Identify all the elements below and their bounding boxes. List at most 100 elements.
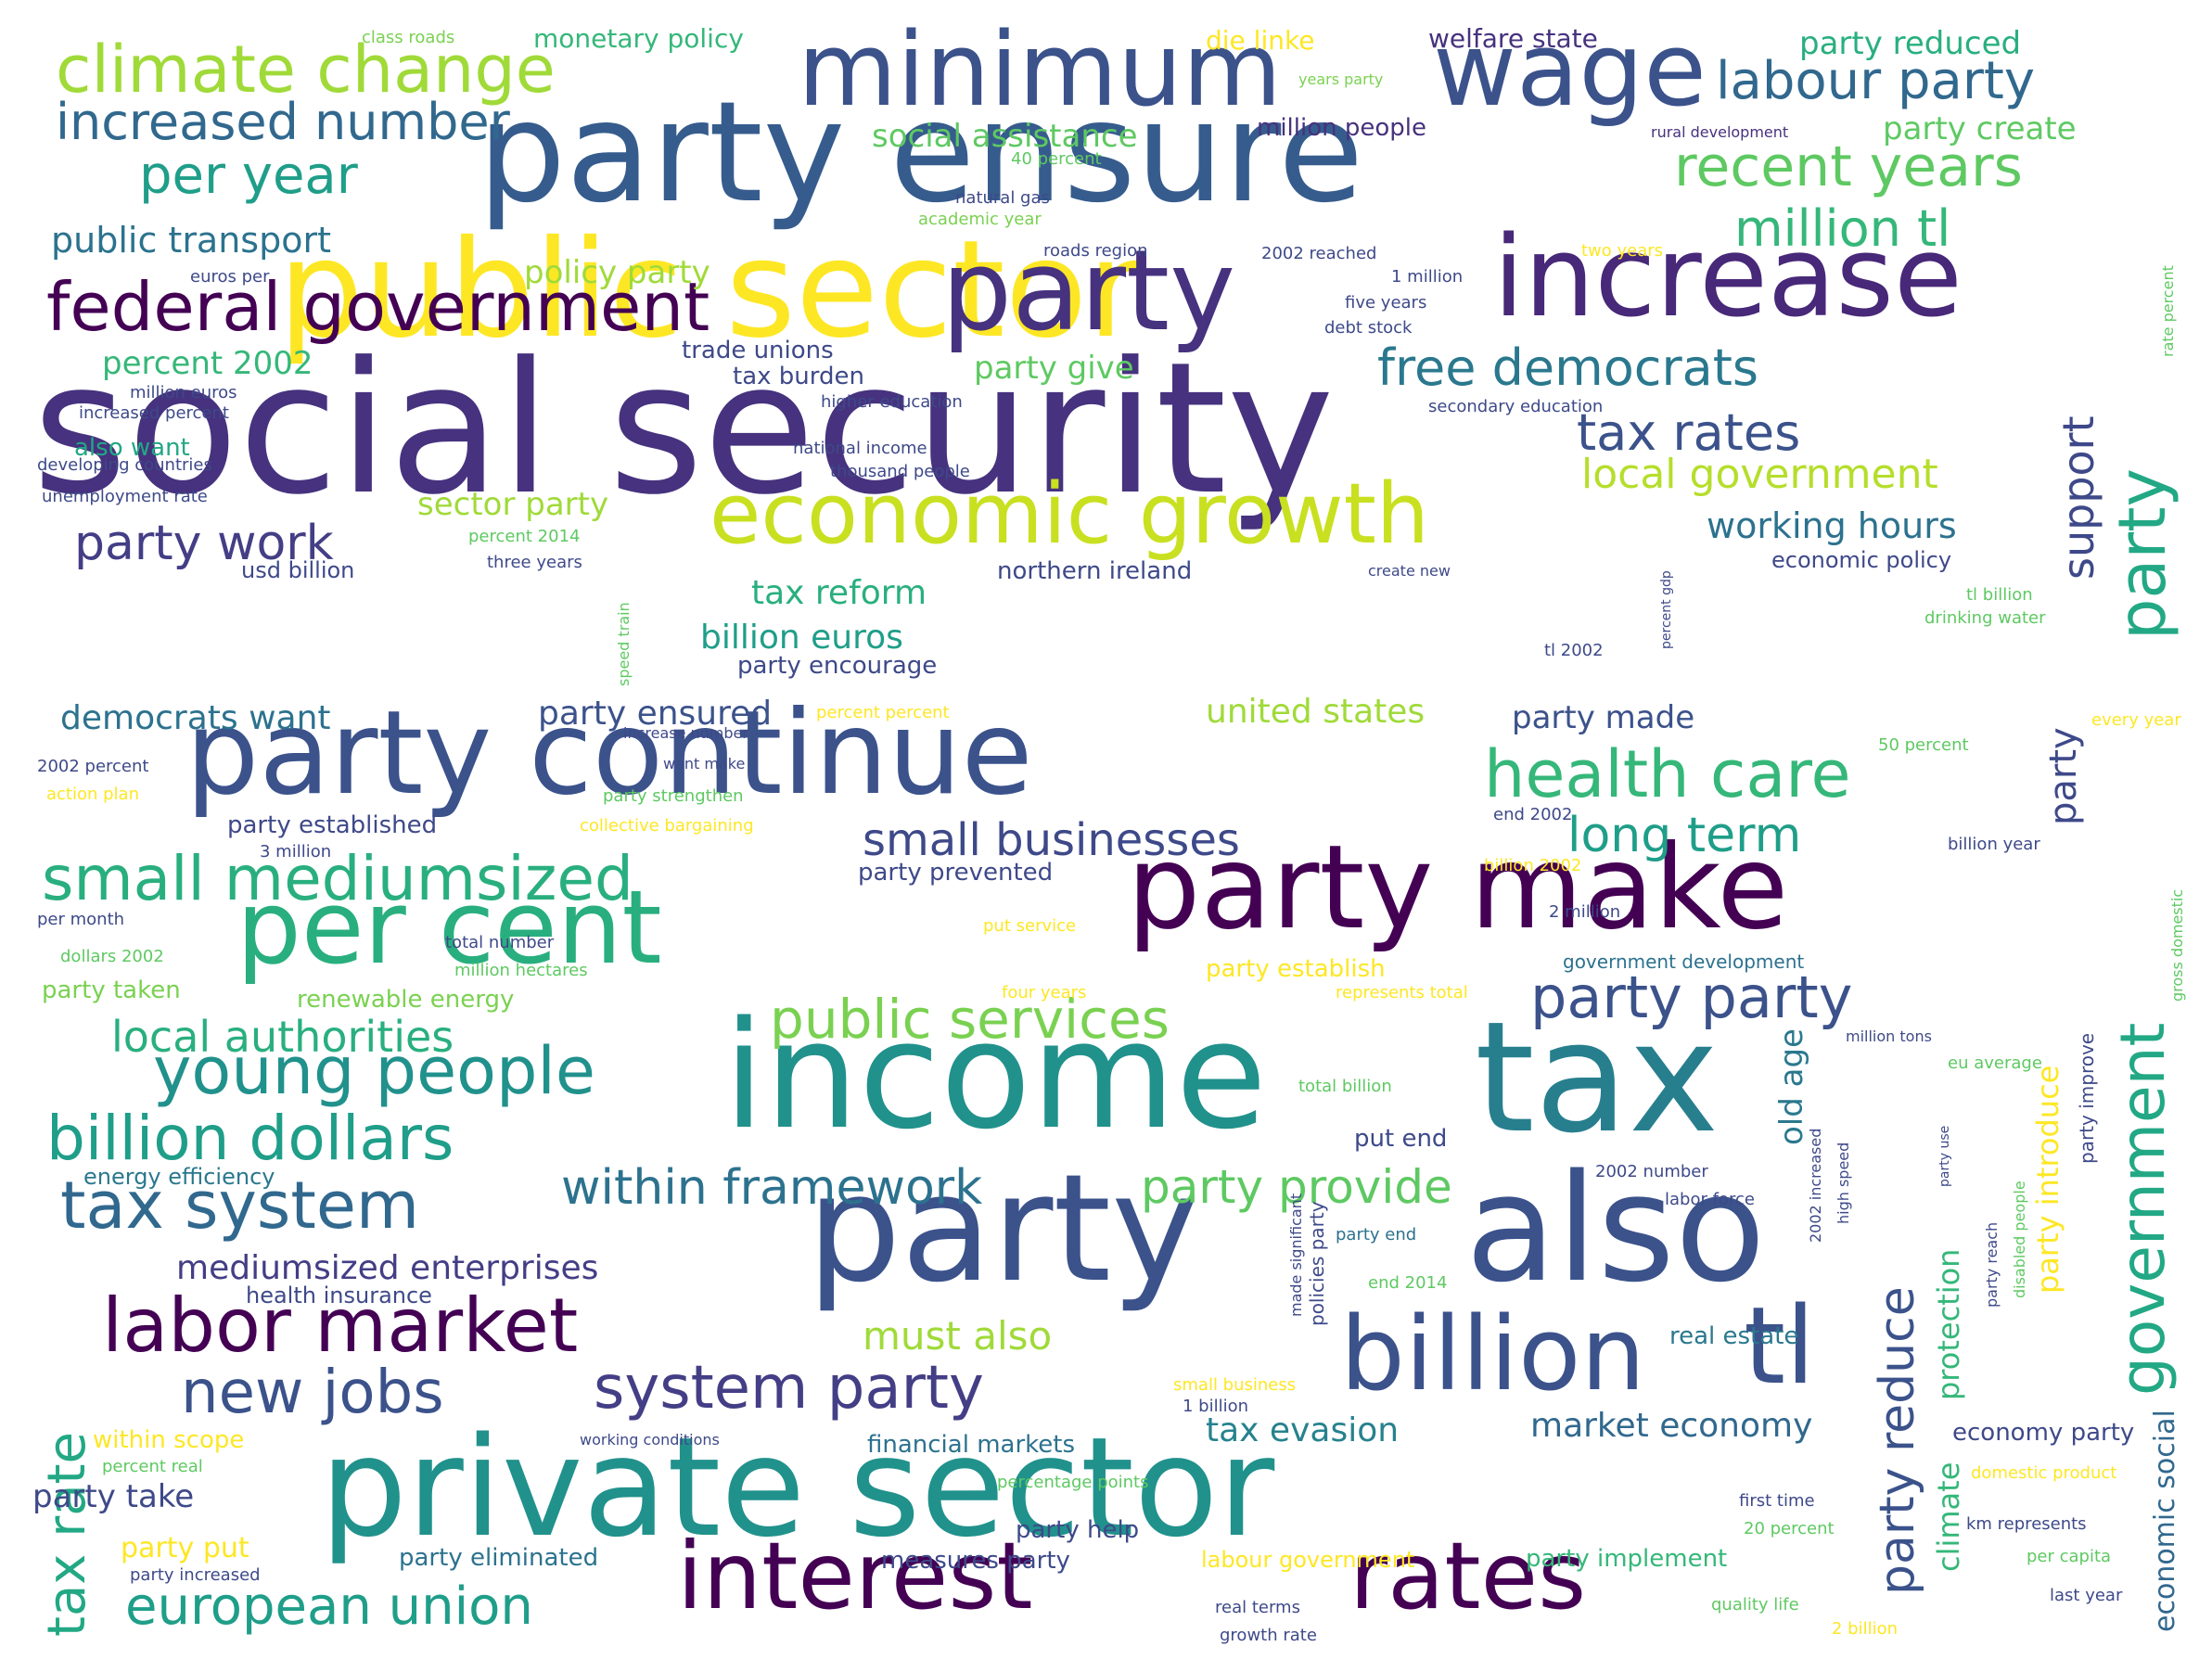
word-measures-party: measures party	[881, 1547, 1070, 1575]
word-2002-increased-vertical: 2002 increased	[1807, 1128, 1824, 1243]
word-party-end: party end	[1336, 1225, 1417, 1244]
word-rates: rates	[1349, 1522, 1587, 1630]
word-democrats-want: democrats want	[60, 699, 331, 737]
word-rate-percent-vertical: rate percent	[2159, 265, 2177, 357]
word-labour-government: labour government	[1201, 1547, 1415, 1573]
word-also-want: also want	[74, 434, 190, 462]
word-financial-markets: financial markets	[867, 1431, 1076, 1459]
word-2002-reached: 2002 reached	[1261, 244, 1377, 263]
word-two-years: two years	[1581, 241, 1664, 261]
word-million-tl: million tl	[1734, 199, 1951, 258]
word-climate-change: climate change	[56, 32, 556, 108]
word-party-help: party help	[1016, 1516, 1140, 1544]
word-2002-number: 2002 number	[1595, 1162, 1708, 1181]
word-tl-billion: tl billion	[1966, 585, 2033, 605]
word-per-capita: per capita	[2027, 1547, 2112, 1566]
word-total-number: total number	[445, 933, 555, 952]
word-developing-countries: developing countries	[37, 455, 212, 475]
word-40-percent: 40 percent	[1011, 149, 1102, 169]
word-economic-social-vertical: economic social	[2149, 1410, 2181, 1632]
word-1-million: 1 million	[1391, 267, 1464, 287]
word-disabled-people-vertical: disabled people	[2011, 1181, 2028, 1298]
word-mediumsized-enterprises: mediumsized enterprises	[176, 1249, 599, 1287]
word-2-million: 2 million	[1549, 902, 1621, 922]
word-climate-vertical: climate	[1931, 1461, 1966, 1572]
word-higher-education: higher education	[821, 392, 963, 412]
word-growth-rate: growth rate	[1220, 1626, 1317, 1645]
word-party-improve: government development	[1563, 951, 1805, 973]
word-billion-2002: billion 2002	[1484, 856, 1582, 875]
word-party-reduced: party reduced	[1799, 25, 2022, 62]
word-party-taken: party taken	[42, 976, 181, 1004]
word-create-new: create new	[1368, 562, 1451, 580]
word-public-services: public services	[770, 988, 1170, 1051]
word-percent-real: percent real	[102, 1457, 203, 1476]
word-percent-gdp-vertical: percent gdp	[1659, 570, 1674, 649]
word-working-hours: working hours	[1707, 505, 1957, 546]
word-million-tons: million tons	[1846, 1027, 1932, 1045]
word-also: also	[1465, 1142, 1766, 1315]
word-wage: wage	[1433, 10, 1707, 129]
word-trade-unions: trade unions	[682, 337, 834, 364]
word-income: income	[723, 989, 1268, 1162]
word-party-vertical-small: party	[2042, 727, 2085, 825]
word-party-establish: party establish	[1206, 955, 1386, 983]
word-usd-billion: usd billion	[241, 557, 355, 583]
word-party-strengthen: party strengthen	[603, 786, 744, 806]
word-european-union: european union	[125, 1576, 533, 1637]
word-every-year: every year	[2091, 710, 2181, 730]
word-government-vertical: government	[2107, 1022, 2179, 1396]
word-billion-dollars: billion dollars	[46, 1103, 454, 1174]
word-million-hectares: million hectares	[454, 961, 588, 980]
word-party-eliminated: party eliminated	[399, 1544, 599, 1572]
word-domestic-product: domestic product	[1971, 1463, 2117, 1483]
word-2-billion: 2 billion	[1832, 1619, 1899, 1639]
word-billion-year: billion year	[1948, 835, 2040, 854]
word-party-encourage: party encourage	[737, 652, 938, 680]
word-government-development-vertical: party improve	[2076, 1032, 2098, 1164]
word-class-roads: class roads	[362, 28, 455, 47]
word-free-democrats: free democrats	[1377, 338, 1759, 397]
word-tl-2002: tl 2002	[1544, 641, 1604, 660]
word-party: party	[941, 227, 1236, 356]
word-million-people: million people	[1257, 114, 1427, 142]
word-labor-force: labor force	[1665, 1190, 1755, 1209]
word-last-year: last year	[2050, 1586, 2123, 1605]
word-party-make: party make	[1127, 821, 1789, 955]
word-per-cent: per cent	[237, 868, 662, 987]
word-system-party: system party	[594, 1354, 984, 1423]
word-working-conditions: working conditions	[580, 1431, 720, 1449]
word-new-jobs: new jobs	[181, 1359, 444, 1427]
word-long-term: long term	[1567, 808, 1802, 863]
word-billion: billion	[1340, 1295, 1646, 1413]
word-economy-party: economy party	[1952, 1419, 2135, 1447]
word-interest: interest	[677, 1522, 1033, 1630]
word-drinking-water: drinking water	[1924, 608, 2046, 628]
word-protection-vertical: protection	[1931, 1248, 1966, 1400]
word-party-ensure: party ensure	[478, 72, 1364, 234]
word-tax-reform: tax reform	[751, 574, 927, 612]
word-per-month: per month	[37, 910, 125, 929]
word-unemployment-rate: unemployment rate	[42, 487, 208, 506]
word-real-terms: real terms	[1215, 1598, 1300, 1617]
word-small-business: small business	[1173, 1375, 1297, 1395]
word-years-party: years party	[1298, 70, 1384, 88]
word-first-time: first time	[1739, 1491, 1815, 1511]
word-three-years: three years	[487, 553, 582, 572]
word-party-continue: party continue	[185, 686, 1033, 821]
word-policies-party-vertical: policies party	[1306, 1201, 1328, 1326]
word-tl: tl	[1744, 1284, 1816, 1409]
word-party-put: party put	[121, 1532, 249, 1564]
word-rural-development: rural development	[1651, 123, 1789, 141]
word-five-years: five years	[1345, 293, 1427, 313]
word-small-businesses: small businesses	[863, 814, 1240, 866]
word-four-years: four years	[1002, 983, 1087, 1002]
word-within-scope: within scope	[93, 1426, 245, 1454]
word-eu-average: eu average	[1948, 1053, 2042, 1073]
word-local-government: local government	[1581, 451, 1938, 498]
word-tax: tax	[1475, 989, 1720, 1167]
word-percent-2014: percent 2014	[468, 527, 581, 546]
word-1-billion: 1 billion	[1183, 1397, 1249, 1416]
word-tax-system: tax system	[60, 1168, 420, 1244]
